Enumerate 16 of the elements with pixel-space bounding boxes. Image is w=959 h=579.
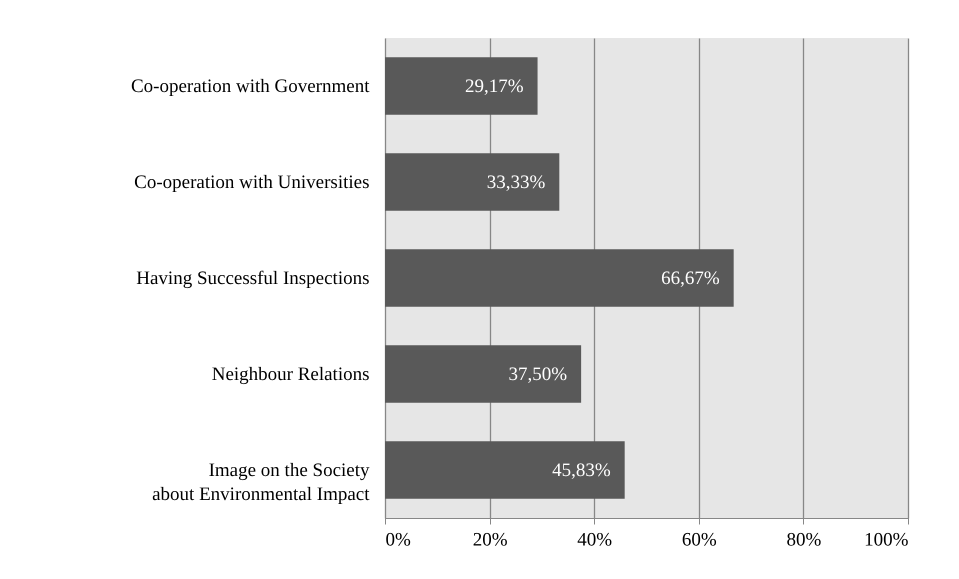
x-tick-label: 0% (386, 530, 411, 550)
x-tick-label: 60% (682, 530, 717, 550)
y-tick-label: Co-operation with Government (130, 76, 370, 97)
y-tick-label: Co-operation with Universities (134, 172, 370, 193)
data-label: 45,83% (552, 460, 611, 481)
x-tick-label: 80% (786, 530, 822, 550)
data-label: 29,17% (464, 76, 524, 97)
y-tick-label: Image on the Society about Environmental Impact (152, 460, 370, 505)
x-tick-label: 100% (864, 530, 909, 550)
data-label: 37,50% (508, 364, 568, 385)
y-tick-label: Having Successful Inspections (136, 268, 370, 289)
data-label: 66,67% (661, 268, 720, 289)
x-tick-label: 20% (472, 530, 508, 550)
y-tick-label: Neighbour Relations (212, 364, 370, 385)
x-tick-label: 40% (577, 530, 612, 550)
data-label: 33,33% (486, 172, 546, 193)
